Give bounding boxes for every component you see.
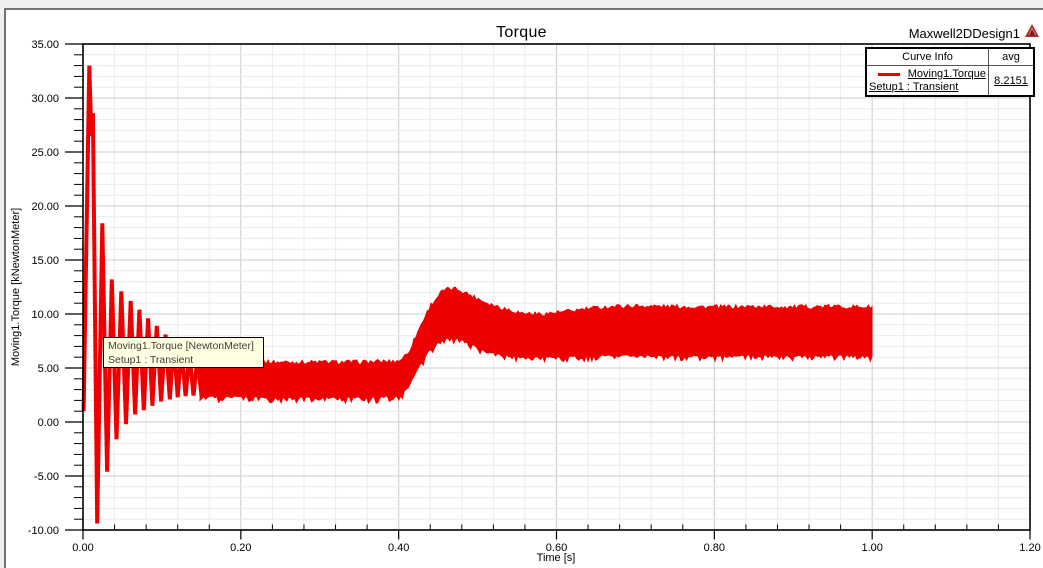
tooltip-trace-name: Moving1.Torque [NewtonMeter]: [108, 340, 254, 352]
plot-title: Torque: [496, 24, 547, 41]
svg-text:5.00: 5.00: [38, 363, 59, 375]
svg-text:1.00: 1.00: [861, 542, 882, 554]
svg-text:1.20: 1.20: [1019, 542, 1040, 554]
svg-text:0.00: 0.00: [38, 417, 59, 429]
svg-text:0.00: 0.00: [72, 542, 93, 554]
ansys-logo-icon: [1025, 24, 1039, 37]
svg-text:10.00: 10.00: [31, 309, 59, 321]
svg-text:20.00: 20.00: [31, 201, 59, 213]
svg-text:30.00: 30.00: [31, 93, 59, 105]
svg-text:0.80: 0.80: [704, 542, 725, 554]
legend-setup-name[interactable]: Setup1 : Transient: [869, 81, 959, 93]
legend-curve-name[interactable]: Moving1.Torque: [907, 68, 986, 80]
curve-tooltip: Moving1.Torque [NewtonMeter] Setup1 : Tr…: [103, 337, 264, 368]
svg-text:0.40: 0.40: [388, 542, 409, 554]
svg-text:25.00: 25.00: [31, 147, 59, 159]
design-name-label: Maxwell2DDesign1: [908, 26, 1020, 41]
svg-text:0.60: 0.60: [546, 542, 567, 554]
svg-text:15.00: 15.00: [31, 255, 59, 267]
legend-box: Curve Info avg Moving1.Torque Setup1 : T…: [865, 47, 1035, 97]
legend-avg-value[interactable]: 8.2151: [994, 74, 1028, 87]
legend-header-avg: avg: [1002, 51, 1020, 63]
x-axis-label: Time [s]: [536, 552, 576, 564]
y-axis-label: Moving1.Torque [kNewtonMeter]: [10, 207, 22, 367]
svg-text:35.00: 35.00: [31, 39, 59, 51]
svg-text:-5.00: -5.00: [34, 471, 59, 483]
legend-curve-swatch: [877, 72, 900, 76]
legend-header-curve-info: Curve Info: [867, 49, 989, 65]
tooltip-setup-name: Setup1 : Transient: [108, 354, 194, 366]
svg-text:0.20: 0.20: [230, 542, 251, 554]
svg-text:-10.00: -10.00: [28, 525, 59, 537]
report-window: [4, 8, 1043, 568]
